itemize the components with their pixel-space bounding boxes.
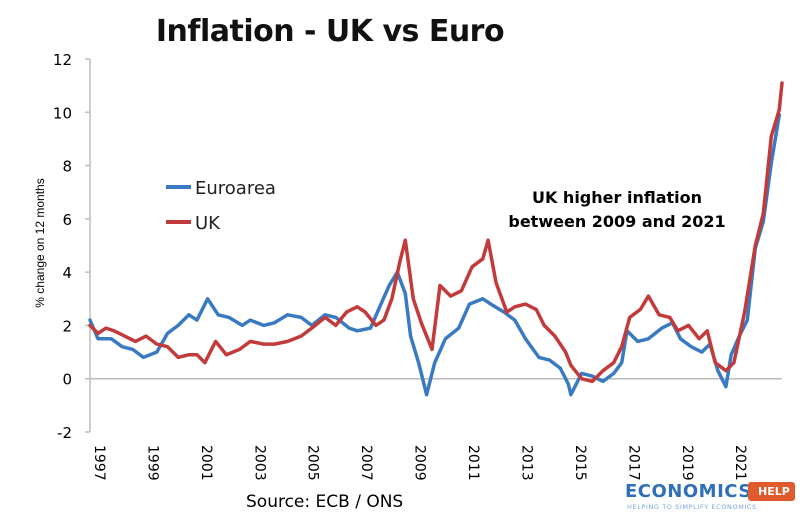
legend-euro-label: Euroarea (195, 178, 276, 199)
logo-tagline: HELPING TO SIMPLIFY ECONOMICS (627, 503, 757, 511)
x-tick-label: 2011 (465, 445, 481, 481)
series-line-uk (88, 81, 784, 384)
annotation-line-1: UK higher inflation (532, 188, 702, 207)
x-tick-label: 2015 (572, 445, 588, 481)
logo-wordmark: ECONOMICS (625, 481, 752, 502)
x-tick-label: 2001 (198, 445, 214, 481)
source-note: Source: ECB / ONS (246, 492, 404, 512)
x-tick-label: 1997 (91, 445, 107, 481)
y-tick-label: 10 (53, 104, 72, 122)
y-tick-label: 0 (62, 371, 72, 389)
x-tick-label: 2005 (305, 445, 321, 481)
x-tick-label: 2021 (732, 445, 748, 481)
x-tick-label: 1999 (144, 445, 160, 481)
y-tick-label: 2 (62, 317, 72, 335)
annotation: UK higher inflation between 2009 and 202… (508, 188, 725, 231)
annotation-line-2: between 2009 and 2021 (508, 212, 725, 231)
y-tick-label: 4 (62, 264, 72, 282)
x-tick-label: 2003 (251, 445, 267, 481)
legend-uk-label: UK (195, 213, 221, 234)
x-tick-label: 2017 (625, 445, 641, 481)
x-tick-label: 2019 (679, 445, 695, 481)
x-tick-label: 2013 (518, 445, 534, 481)
x-tick-label: 2009 (412, 445, 428, 481)
y-axis-label: % change on 12 months (33, 178, 47, 307)
economics-help-logo: ECONOMICS HELP HELPING TO SIMPLIFY ECONO… (625, 481, 797, 517)
y-tick-label: 6 (62, 211, 72, 229)
series-line-euroarea (88, 113, 782, 397)
y-tick-label: -2 (57, 424, 72, 442)
logo-badge: HELP (748, 482, 795, 501)
legend: Euroarea UK (166, 178, 276, 234)
y-tick-label: 8 (62, 158, 72, 176)
chart-title: Inflation - UK vs Euro (155, 14, 505, 49)
x-tick-label: 2007 (358, 445, 374, 481)
y-tick-label: 12 (53, 51, 72, 69)
